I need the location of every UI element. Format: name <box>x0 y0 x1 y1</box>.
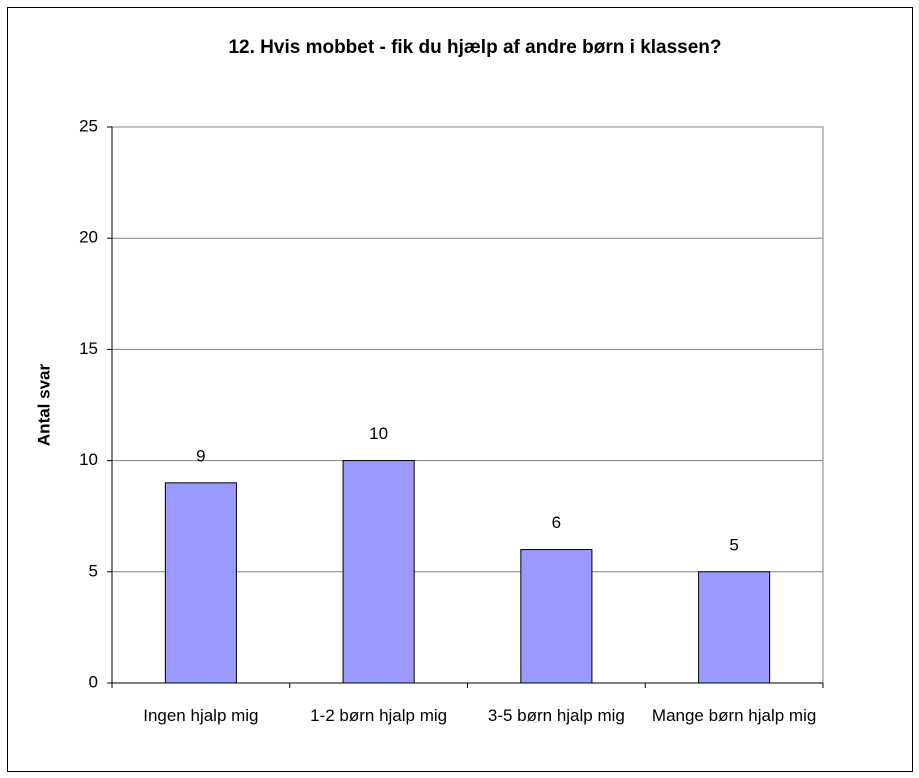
y-tick-label: 15 <box>79 339 98 358</box>
y-tick-label: 25 <box>79 116 98 135</box>
x-tick-label: 1-2 børn hjalp mig <box>310 706 448 725</box>
chart-title: 12. Hvis mobbet - fik du hjælp af andre … <box>228 37 721 58</box>
bar <box>164 482 237 684</box>
bar <box>698 571 771 684</box>
x-tick-label: Ingen hjalp mig <box>143 706 259 725</box>
y-tick-label: 20 <box>79 228 98 247</box>
x-tick-label: 3-5 børn hjalp mig <box>487 706 625 725</box>
data-label: 5 <box>729 535 738 554</box>
y-tick-label: 10 <box>79 450 98 469</box>
data-label: 9 <box>196 446 205 465</box>
bar <box>520 549 593 684</box>
chart-border <box>7 7 913 772</box>
y-tick-label: 0 <box>89 672 98 691</box>
y-tick-label: 5 <box>89 561 98 580</box>
x-tick-label: Mange børn hjalp mig <box>651 706 817 725</box>
data-label: 10 <box>369 424 388 443</box>
bar <box>342 460 415 684</box>
y-axis-label: Antal svar <box>34 364 53 447</box>
data-label: 6 <box>552 513 561 532</box>
